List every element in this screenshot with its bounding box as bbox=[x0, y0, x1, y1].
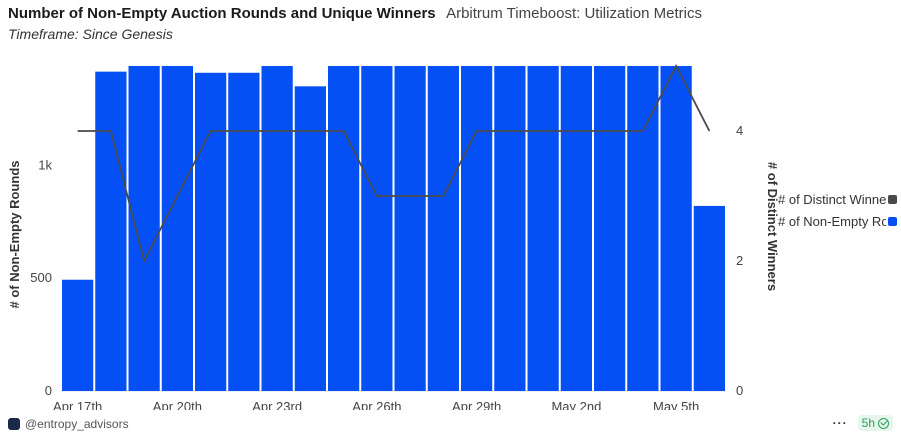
bar bbox=[394, 66, 426, 391]
bar bbox=[693, 205, 725, 391]
bar bbox=[461, 66, 493, 391]
footer-attribution: @entropy_advisors bbox=[8, 417, 129, 431]
chart-subtitle: Arbitrum Timeboost: Utilization Metrics bbox=[446, 5, 702, 22]
bar bbox=[527, 66, 559, 391]
legend-item-non-empty-rounds[interactable]: # of Non-Empty Rounds bbox=[778, 210, 897, 232]
bar bbox=[228, 72, 260, 391]
bar bbox=[294, 86, 326, 391]
x-tick-label: Apr 17th bbox=[53, 399, 102, 410]
right-tick-label: 2 bbox=[736, 253, 743, 268]
footer-actions: ··· 5h bbox=[833, 415, 893, 431]
bar bbox=[494, 66, 526, 391]
bar bbox=[361, 66, 393, 391]
x-tick-label: May 5th bbox=[653, 399, 699, 410]
left-tick-label: 0 bbox=[45, 383, 52, 398]
chart-title: Number of Non-Empty Auction Rounds and U… bbox=[8, 5, 436, 22]
bar bbox=[261, 66, 293, 391]
chart-title-row: Number of Non-Empty Auction Rounds and U… bbox=[8, 5, 702, 23]
legend: # of Distinct Winners # of Non-Empty Rou… bbox=[778, 188, 897, 232]
x-tick-label: Apr 26th bbox=[352, 399, 401, 410]
x-tick-label: Apr 20th bbox=[153, 399, 202, 410]
legend-label: # of Non-Empty Rounds bbox=[778, 213, 886, 229]
left-tick-label: 500 bbox=[30, 270, 52, 285]
timeframe-label: Timeframe: Since Genesis bbox=[8, 26, 173, 42]
chart-canvas: 0 500 1k 0 2 4 Apr 17th Apr 20th Apr 23rd Apr 26t… bbox=[7, 64, 780, 410]
x-tick-label: Apr 29th bbox=[452, 399, 501, 410]
more-options-button[interactable]: ··· bbox=[832, 416, 848, 430]
bar bbox=[62, 279, 94, 391]
bar bbox=[161, 66, 193, 391]
legend-item-distinct-winners[interactable]: # of Distinct Winners bbox=[778, 188, 897, 210]
x-tick-label: Apr 23rd bbox=[252, 399, 302, 410]
age-label: 5h bbox=[861, 416, 875, 430]
refresh-age-badge[interactable]: 5h bbox=[857, 415, 893, 431]
entropy-logo-icon bbox=[8, 418, 20, 430]
left-tick-label: 1k bbox=[38, 157, 52, 172]
y-axis-title-left: # of Non-Empty Rounds bbox=[7, 160, 22, 308]
bar bbox=[594, 66, 626, 391]
bar bbox=[128, 66, 160, 391]
y-axis-title-right: # of Distinct Winners bbox=[765, 162, 780, 291]
bar bbox=[627, 66, 659, 391]
bar bbox=[195, 72, 227, 391]
legend-label: # of Distinct Winners bbox=[778, 191, 886, 207]
legend-swatch bbox=[888, 216, 897, 226]
legend-swatch bbox=[888, 194, 897, 204]
bar bbox=[427, 66, 459, 391]
footer-handle[interactable]: @entropy_advisors bbox=[25, 417, 129, 431]
bar bbox=[660, 66, 692, 391]
right-tick-label: 4 bbox=[736, 123, 743, 138]
bar bbox=[560, 66, 592, 391]
bar bbox=[328, 66, 360, 391]
check-circle-icon bbox=[878, 417, 889, 429]
bar bbox=[95, 71, 127, 391]
x-tick-label: May 2nd bbox=[551, 399, 601, 410]
winners-line bbox=[77, 64, 711, 264]
right-tick-label: 0 bbox=[736, 383, 743, 398]
